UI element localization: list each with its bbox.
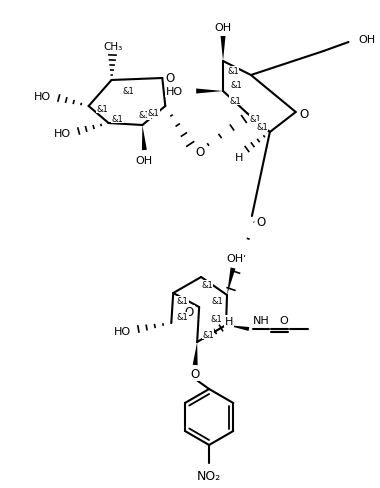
- Text: &1: &1: [147, 109, 159, 118]
- Text: O: O: [190, 368, 200, 381]
- Text: O: O: [185, 306, 194, 319]
- Text: &1: &1: [210, 315, 222, 324]
- Text: CH₃: CH₃: [103, 42, 122, 52]
- Text: &1: &1: [227, 67, 239, 76]
- Text: &1: &1: [138, 111, 150, 120]
- Polygon shape: [226, 325, 249, 331]
- Text: O: O: [196, 146, 205, 159]
- Polygon shape: [196, 89, 223, 94]
- Text: &1: &1: [112, 114, 124, 123]
- Polygon shape: [193, 342, 198, 366]
- Text: NH: NH: [252, 315, 269, 325]
- Text: &1: &1: [256, 122, 268, 131]
- Text: OH: OH: [214, 23, 231, 33]
- Text: H: H: [225, 316, 233, 326]
- Text: OH: OH: [226, 253, 244, 264]
- Text: OH: OH: [136, 156, 153, 165]
- Polygon shape: [220, 37, 226, 62]
- Text: HO: HO: [34, 92, 51, 102]
- Text: &1: &1: [176, 297, 188, 306]
- Text: HO: HO: [166, 87, 183, 97]
- Text: &1: &1: [176, 313, 188, 322]
- Text: O: O: [299, 108, 308, 121]
- Text: O: O: [279, 315, 288, 325]
- Text: &1: &1: [201, 281, 213, 290]
- Text: &1: &1: [249, 115, 261, 124]
- Text: HO: HO: [54, 129, 71, 139]
- Text: &1: &1: [123, 86, 134, 95]
- Polygon shape: [142, 126, 147, 151]
- Text: &1: &1: [202, 330, 214, 339]
- Text: NO₂: NO₂: [197, 468, 221, 482]
- Text: O: O: [256, 215, 266, 228]
- Polygon shape: [227, 268, 236, 295]
- Text: &1: &1: [211, 297, 223, 306]
- Text: &1: &1: [97, 104, 108, 113]
- Text: &1: &1: [229, 96, 241, 105]
- Text: O: O: [166, 72, 175, 85]
- Text: HO: HO: [114, 326, 131, 336]
- Text: H: H: [235, 153, 243, 163]
- Text: OH: OH: [358, 35, 375, 45]
- Text: &1: &1: [230, 81, 242, 90]
